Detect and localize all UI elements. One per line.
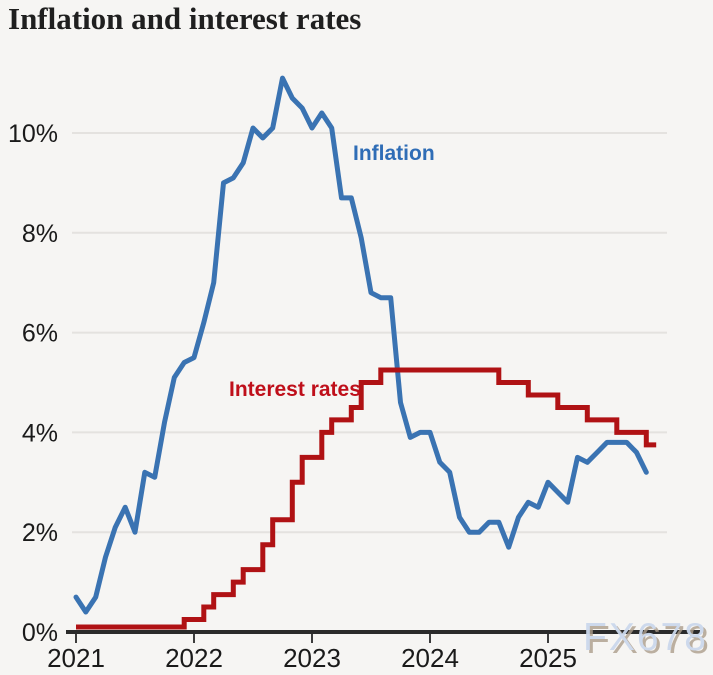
- x-tick-label: 2025: [519, 643, 577, 673]
- interest-rates-series-label: Interest rates: [229, 378, 361, 401]
- y-tick-label: 2%: [22, 519, 58, 547]
- y-tick-label: 10%: [8, 120, 58, 148]
- x-tick-label: 2022: [165, 643, 223, 673]
- chart-title: Inflation and interest rates: [8, 1, 362, 36]
- y-tick-label: 0%: [22, 619, 58, 647]
- y-tick-label: 8%: [22, 220, 58, 248]
- x-tick-label: 2024: [401, 643, 459, 673]
- inflation-line: [73, 75, 649, 615]
- y-tick-label: 6%: [22, 320, 58, 348]
- x-tick-label: 2021: [47, 643, 105, 673]
- interest-rates-line: [76, 367, 657, 630]
- x-tick-label: 2023: [283, 643, 341, 673]
- fx678-watermark: FX678: [583, 616, 708, 659]
- y-tick-label: 4%: [22, 419, 58, 447]
- inflation-series-label: Inflation: [353, 142, 435, 165]
